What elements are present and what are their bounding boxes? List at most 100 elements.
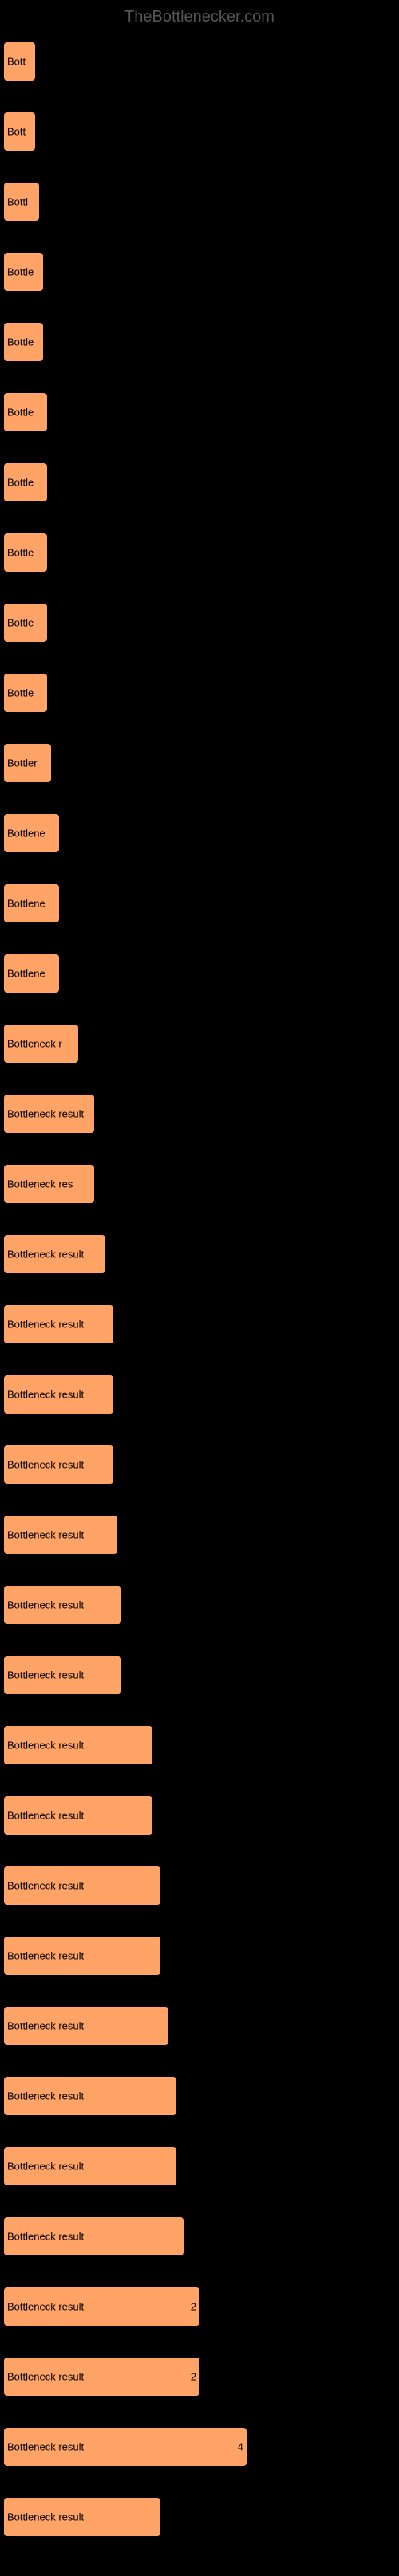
chart-bar: Bottleneck result 2 xyxy=(4,2287,200,2326)
chart-bar: Bottleneck result xyxy=(4,1095,94,1133)
bar-row: Bottleneck result xyxy=(4,2498,395,2536)
bar-value: 2 xyxy=(191,2371,196,2383)
bar-label: Bott xyxy=(7,56,26,68)
chart-bar: Bottleneck result xyxy=(4,2007,168,2045)
bar-row: Bottle xyxy=(4,463,395,501)
chart-bar: Bottle xyxy=(4,463,47,501)
bar-row: Bott xyxy=(4,42,395,81)
bar-row: Bottleneck result 4 xyxy=(4,2428,395,2466)
bar-value: 4 xyxy=(238,2441,243,2453)
bar-label: Bottleneck r xyxy=(7,1038,62,1050)
bar-label: Bottleneck result xyxy=(7,2020,84,2032)
bar-label: Bottle xyxy=(7,407,34,419)
bar-row: Bottleneck result xyxy=(4,1516,395,1554)
chart-bar: Bottleneck result xyxy=(4,2077,176,2115)
chart-bar: Bottle xyxy=(4,393,47,431)
chart-bar: Bottleneck result 2 xyxy=(4,2358,200,2396)
chart-bar: Bottle xyxy=(4,253,43,291)
bar-row: Bottleneck res xyxy=(4,1165,395,1203)
chart-bar: Bottleneck result xyxy=(4,2498,160,2536)
bar-label: Bottlene xyxy=(7,898,45,910)
chart-bar: Bott xyxy=(4,42,35,81)
bar-row: Bottl xyxy=(4,183,395,221)
bar-row: Bottleneck result xyxy=(4,1375,395,1414)
bar-row: Bottle xyxy=(4,253,395,291)
chart-bar: Bottleneck result xyxy=(4,1516,117,1554)
bar-row: Bottleneck result xyxy=(4,1726,395,1764)
bar-label: Bottleneck result xyxy=(7,1950,84,1962)
bar-label: Bottleneck result xyxy=(7,2090,84,2102)
watermark-text: TheBottlenecker.com xyxy=(0,8,399,26)
bar-label: Bottleneck result xyxy=(7,1108,84,1120)
bar-row: Bottleneck result xyxy=(4,1586,395,1624)
bar-label: Bottler xyxy=(7,757,38,769)
bar-label: Bottleneck result xyxy=(7,1740,84,1752)
bar-label: Bottle xyxy=(7,336,34,348)
bar-label: Bottle xyxy=(7,617,34,629)
chart-bar: Bottleneck result xyxy=(4,1656,121,1694)
bar-row: Bottle xyxy=(4,674,395,712)
chart-bar: Bottler xyxy=(4,744,51,782)
chart-bar: Bottleneck result xyxy=(4,1305,113,1343)
chart-bar: Bott xyxy=(4,112,35,151)
bar-row: Bottleneck result xyxy=(4,1235,395,1273)
bar-label: Bottleneck result xyxy=(7,1599,84,1611)
bar-label: Bottleneck result xyxy=(7,1319,84,1331)
bar-label: Bottle xyxy=(7,687,34,699)
bar-label: Bottleneck result xyxy=(7,1249,84,1260)
chart-bar: Bottle xyxy=(4,533,47,572)
bar-row: Bott xyxy=(4,112,395,151)
bar-row: Bottleneck result xyxy=(4,1445,395,1484)
bar-value: 2 xyxy=(191,2301,196,2313)
bar-label: Bottl xyxy=(7,196,28,208)
chart-bar: Bottleneck result xyxy=(4,1796,152,1835)
chart-bar: Bottle xyxy=(4,323,43,361)
bar-label: Bottleneck result xyxy=(7,1669,84,1681)
bar-label: Bottleneck result xyxy=(7,2511,84,2523)
bar-row: Bottle xyxy=(4,604,395,642)
bar-row: Bottle xyxy=(4,323,395,361)
bar-label: Bottleneck result xyxy=(7,1459,84,1471)
bar-label: Bottleneck result xyxy=(7,2371,84,2383)
bar-row: Bottleneck result xyxy=(4,1656,395,1694)
bar-label: Bottle xyxy=(7,266,34,278)
bar-label: Bott xyxy=(7,126,26,138)
bar-row: Bottle xyxy=(4,393,395,431)
bar-label: Bottleneck result xyxy=(7,1529,84,1541)
chart-bar: Bottleneck result xyxy=(4,1937,160,1975)
bar-row: Bottleneck result xyxy=(4,2077,395,2115)
bar-row: Bottler xyxy=(4,744,395,782)
chart-bar: Bottleneck result xyxy=(4,2147,176,2185)
chart-bar: Bottlene xyxy=(4,954,59,993)
bar-label: Bottle xyxy=(7,547,34,559)
bar-row: Bottleneck result xyxy=(4,1305,395,1343)
chart-bar: Bottl xyxy=(4,183,39,221)
bar-label: Bottlene xyxy=(7,828,45,840)
chart-bar: Bottleneck result xyxy=(4,1866,160,1905)
bar-label: Bottle xyxy=(7,477,34,489)
bar-row: Bottleneck result xyxy=(4,2217,395,2255)
chart-bar: Bottleneck result xyxy=(4,1726,152,1764)
bar-row: Bottleneck result 2 xyxy=(4,2287,395,2326)
bar-row: Bottle xyxy=(4,533,395,572)
bar-row: Bottleneck result xyxy=(4,1937,395,1975)
chart-bar: Bottleneck result xyxy=(4,2217,184,2255)
bar-label: Bottleneck result xyxy=(7,2161,84,2173)
bar-row: Bottleneck result xyxy=(4,1796,395,1835)
bar-row: Bottleneck result xyxy=(4,1095,395,1133)
chart-bar: Bottleneck res xyxy=(4,1165,94,1203)
bar-label: Bottleneck result xyxy=(7,2441,84,2453)
bar-label: Bottleneck result xyxy=(7,2301,84,2313)
bar-label: Bottleneck res xyxy=(7,1178,73,1190)
chart-bar: Bottleneck result xyxy=(4,1586,121,1624)
bar-row: Bottlene xyxy=(4,884,395,922)
bar-label: Bottleneck result xyxy=(7,2231,84,2243)
bar-label: Bottlene xyxy=(7,968,45,980)
chart-bar: Bottleneck result xyxy=(4,1375,113,1414)
bar-row: Bottlene xyxy=(4,954,395,993)
chart-bar: Bottlene xyxy=(4,814,59,852)
chart-bar: Bottlene xyxy=(4,884,59,922)
chart-bar: Bottle xyxy=(4,674,47,712)
chart-container: Bott Bott Bottl Bottle Bottle Bottle Bottle Bot… xyxy=(0,42,399,2536)
chart-bar: Bottleneck r xyxy=(4,1025,78,1063)
